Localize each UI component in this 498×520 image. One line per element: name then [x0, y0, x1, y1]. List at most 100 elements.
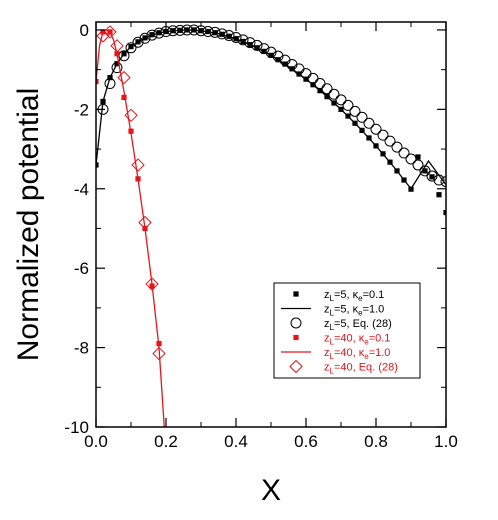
legend-swatch: [290, 317, 302, 329]
data-point: [272, 50, 284, 62]
data-point: [117, 70, 131, 85]
data-point: [237, 34, 249, 46]
data-point: [188, 24, 200, 36]
data-point: [335, 94, 347, 106]
legend-label-part: =0.1: [363, 289, 385, 301]
legend-swatch: [293, 291, 299, 297]
data-point: [145, 277, 159, 291]
data-point: [321, 83, 333, 95]
data-point: [356, 111, 368, 123]
legend-swatch: [293, 334, 299, 341]
legend-label-part: =40,: [334, 347, 359, 359]
data-point: [328, 88, 340, 100]
legend-label-part: =1.0: [363, 304, 385, 316]
legend-label-part: z: [324, 333, 330, 345]
data-point: [96, 78, 99, 85]
legend-label-part: z: [324, 289, 330, 301]
y-tick-label: -2: [74, 100, 89, 119]
data-point: [251, 39, 263, 51]
legend-label: zL=5, κe=0.1: [324, 289, 384, 303]
legend-label-part: e: [358, 309, 363, 318]
data-point: [307, 72, 319, 84]
legend-label-part: L: [330, 309, 335, 318]
legend-label: zL=5, κe=1.0: [324, 304, 384, 318]
legend-label: zL=40, κe=1.0: [324, 347, 390, 361]
series-line: [96, 29, 446, 190]
legend-label-part: =5, Eq. (28): [334, 318, 392, 330]
data-point: [412, 159, 424, 171]
y-tick-label: -4: [74, 180, 89, 199]
data-point: [405, 153, 417, 165]
data-point: [258, 43, 270, 55]
legend-label-part: L: [330, 323, 335, 332]
legend-label-part: L: [330, 352, 335, 361]
x-tick-label: 1.0: [434, 432, 458, 451]
data-point: [314, 78, 326, 90]
data-point: [398, 147, 410, 159]
legend-label-part: z: [324, 347, 330, 359]
data-point: [174, 24, 186, 36]
data-point: [103, 25, 117, 39]
series-3: [96, 29, 162, 347]
data-point: [419, 165, 431, 177]
y-axis-label: Normalized potential: [12, 88, 45, 361]
data-point: [230, 31, 242, 43]
data-point: [111, 62, 123, 74]
data-point: [96, 29, 110, 43]
y-tick-label: -10: [64, 418, 89, 437]
data-point: [440, 176, 446, 188]
legend: zL=5, κe=0.1zL=5, κe=1.0zL=5, Eq. (28)zL…: [273, 282, 421, 379]
y-tick-label: 0: [80, 21, 89, 40]
x-tick-label: 0.0: [84, 432, 108, 451]
legend-label-part: e: [364, 338, 369, 347]
data-point: [370, 123, 382, 135]
marks-layer: [96, 24, 446, 427]
data-point: [342, 99, 354, 111]
data-point: [153, 27, 165, 39]
legend-label: zL=5, Eq. (28): [324, 318, 392, 332]
series-4: [96, 29, 165, 427]
data-point: [433, 174, 445, 186]
legend-swatch: [289, 359, 303, 374]
legend-label-part: =40,: [334, 333, 359, 345]
x-tick-label: 0.6: [294, 432, 318, 451]
legend-label-part: κ: [359, 333, 365, 345]
legend-label-part: =1.0: [369, 347, 391, 359]
y-tick-label: -8: [74, 339, 89, 358]
data-point: [121, 94, 127, 101]
ticks-layer: 0.0 0.2 0.4 0.6 0.8 1.0 0 -2 -4 -6 -8 -10: [64, 21, 457, 451]
data-point: [110, 39, 124, 53]
data-point: [349, 105, 361, 117]
data-point: [139, 32, 151, 44]
legend-label-part: =5,: [334, 304, 353, 316]
data-point: [391, 141, 403, 153]
data-point: [131, 158, 145, 172]
legend-label-part: z: [324, 318, 330, 330]
legend-label-part: L: [330, 338, 335, 347]
data-point: [125, 42, 137, 54]
data-point: [167, 25, 179, 37]
data-point: [132, 36, 144, 48]
legend-label-part: =0.1: [369, 333, 391, 345]
legend-label-part: =40, Eq. (28): [334, 362, 398, 374]
x-tick-label: 0.8: [364, 432, 388, 451]
data-point: [415, 154, 421, 160]
data-point: [181, 24, 193, 36]
x-tick-label: 0.2: [154, 432, 178, 451]
data-point: [384, 135, 396, 147]
data-point: [104, 78, 116, 90]
data-point: [436, 192, 442, 198]
x-axis-label: X: [261, 474, 281, 507]
data-point: [209, 26, 221, 38]
legend-label-part: e: [364, 352, 369, 361]
series-line: [96, 29, 165, 427]
data-point: [146, 29, 158, 41]
x-tick-label: 0.4: [224, 432, 248, 451]
data-point: [138, 215, 152, 230]
legend-label-part: e: [358, 294, 363, 303]
series-5: [96, 25, 166, 361]
legend-label-part: κ: [353, 289, 359, 301]
data-point: [426, 170, 438, 182]
series-2: [97, 24, 446, 188]
legend-label-part: z: [324, 362, 330, 374]
